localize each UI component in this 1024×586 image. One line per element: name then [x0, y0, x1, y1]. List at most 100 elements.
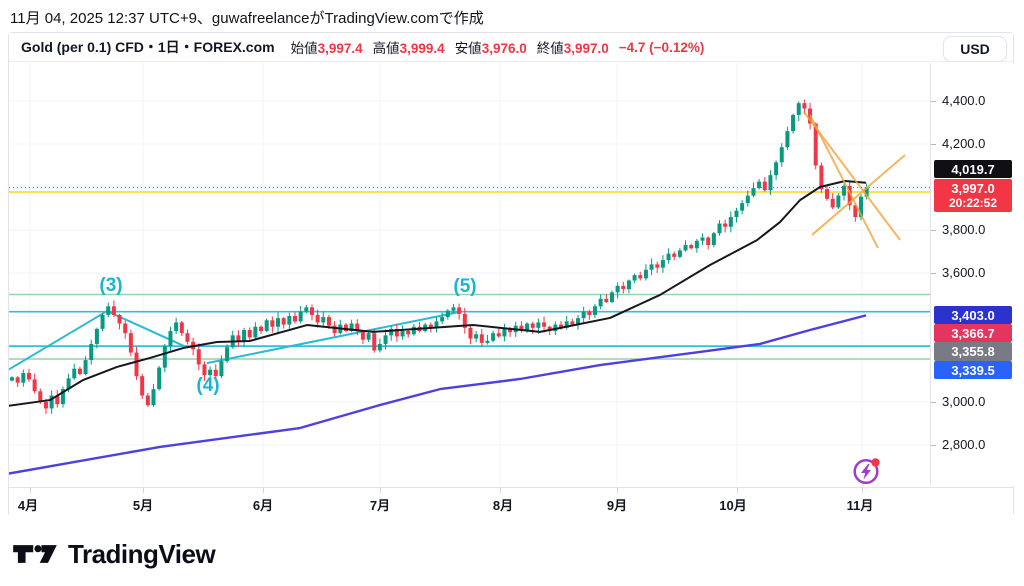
- candle-body: [474, 334, 479, 339]
- candle-body: [21, 372, 26, 383]
- candle-body: [168, 331, 173, 347]
- candle-body: [564, 321, 569, 328]
- tradingview-logo-icon: [13, 545, 57, 563]
- candle-body: [621, 285, 626, 290]
- candle-body: [508, 328, 513, 333]
- candle-body: [202, 364, 207, 376]
- candle-body: [60, 389, 65, 405]
- candle-body: [779, 147, 784, 163]
- candle-body: [859, 196, 863, 218]
- candle-body: [213, 369, 218, 377]
- candle-body: [26, 372, 31, 380]
- month-label: 10月: [719, 498, 747, 513]
- price-axis[interactable]: 4,400.0 4,200.0 3,800.0 3,600.0 3,000.0 2,800…: [930, 63, 1015, 486]
- month-label: 9月: [606, 498, 628, 513]
- candle-body: [428, 324, 433, 328]
- candle-body: [519, 325, 524, 330]
- candle-body: [525, 323, 530, 330]
- candle-body: [117, 314, 122, 324]
- candle-body: [774, 162, 779, 176]
- candle-body: [734, 210, 739, 218]
- candle-body: [32, 379, 37, 392]
- indicator-badge-2: 3,366.7: [934, 324, 1012, 342]
- currency-button[interactable]: USD: [943, 36, 1007, 62]
- candle-body: [304, 307, 309, 312]
- candle-body: [123, 323, 128, 334]
- candle-body: [694, 240, 699, 249]
- month-label: 6月: [252, 498, 274, 513]
- candle-body: [179, 322, 184, 334]
- candle-body: [128, 333, 133, 353]
- time-axis[interactable]: 4月 5月 6月 7月 8月 9月 10月 11月: [9, 487, 1013, 517]
- candle-body: [253, 326, 258, 338]
- candle-body: [468, 327, 473, 339]
- candle-body: [185, 333, 190, 342]
- candle-body: [315, 314, 320, 323]
- wave-label-5: (5): [453, 276, 477, 297]
- candle-body: [208, 369, 213, 376]
- candle-body: [343, 324, 348, 332]
- candle-body: [394, 328, 399, 337]
- candle-body: [157, 367, 162, 390]
- candle-body: [672, 253, 677, 257]
- candle-body: [491, 333, 496, 341]
- price-axis-label: 3,000.0: [942, 394, 986, 409]
- indicator-badge-1: 3,403.0: [934, 306, 1012, 324]
- candle-body: [377, 343, 382, 351]
- candle-body: [332, 325, 337, 334]
- cyan-trendline: [206, 310, 461, 365]
- candle-body: [134, 352, 139, 377]
- candle-body: [530, 323, 535, 328]
- high-value: 高値3,999.4: [372, 41, 445, 56]
- price-tick: [931, 144, 936, 145]
- month-tick: [143, 488, 144, 493]
- candle-body: [660, 260, 665, 268]
- price-tick: [931, 273, 936, 274]
- change-value: −4.7 (−0.12%): [618, 39, 705, 55]
- candle-body: [276, 318, 281, 327]
- candle-body: [264, 320, 269, 332]
- tradingview-logo[interactable]: TradingView: [12, 536, 216, 572]
- flash-publish-icon[interactable]: [852, 456, 882, 486]
- price-axis-label: 4,400.0: [942, 93, 986, 108]
- candle-body: [666, 253, 671, 261]
- candle-body: [542, 322, 547, 327]
- orange-trendline: [809, 114, 879, 249]
- candle-body: [836, 195, 841, 208]
- candlestick-chart[interactable]: [9, 63, 930, 486]
- month-tick: [862, 488, 863, 493]
- candle-body: [151, 389, 156, 406]
- tradingview-logo-text: TradingView: [68, 538, 216, 569]
- candle-body: [360, 331, 365, 340]
- price-tick: [931, 402, 936, 403]
- candle-body: [72, 368, 77, 379]
- candle-body: [802, 103, 807, 109]
- candle-body: [225, 347, 230, 362]
- notification-dot: [871, 458, 880, 467]
- price-axis-label: 3,600.0: [942, 265, 986, 280]
- candle-body: [298, 311, 303, 322]
- candle-body: [547, 326, 552, 332]
- candle-body: [587, 311, 592, 315]
- candle-body: [706, 237, 711, 246]
- attribution-text: 11月 04, 2025 12:37 UTC+9、guwafreelanceがT…: [10, 10, 484, 27]
- candle-body: [162, 346, 167, 368]
- candle-body: [609, 292, 614, 303]
- candle-body: [247, 329, 252, 338]
- symbol-title[interactable]: Gold (per 0.1) CFD・1日・FOREX.com: [21, 39, 275, 55]
- candle-body: [728, 217, 733, 227]
- candle-body: [309, 307, 314, 315]
- candle-body: [77, 368, 82, 375]
- last-price-badge: 3,997.0 20:22:52: [934, 179, 1012, 212]
- month-tick: [617, 488, 618, 493]
- candle-body: [479, 334, 484, 343]
- candle-body: [649, 264, 654, 270]
- candle-body: [559, 324, 564, 328]
- candle-body: [219, 361, 224, 377]
- candle-body: [400, 331, 405, 337]
- price-tick: [931, 101, 936, 102]
- ma-fast-line: [9, 179, 867, 407]
- price-tick: [931, 445, 936, 446]
- candle-body: [457, 307, 462, 314]
- candle-body: [819, 165, 824, 190]
